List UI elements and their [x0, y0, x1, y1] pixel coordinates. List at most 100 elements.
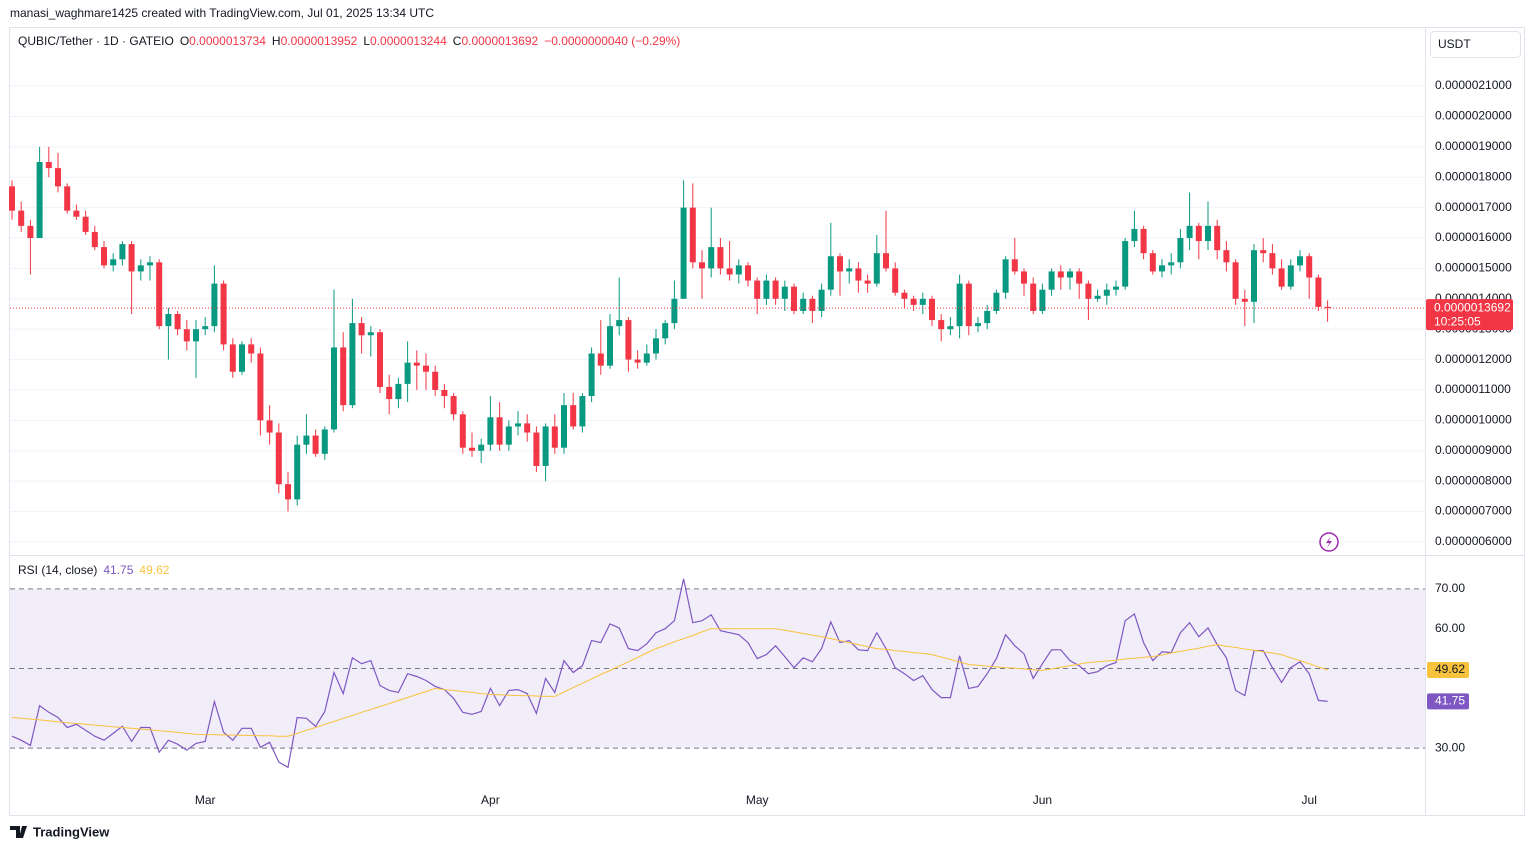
candle-body [239, 344, 245, 372]
frame [9, 27, 1525, 816]
y-tick-label: 0.0000015000 [1435, 261, 1512, 275]
candle-body [984, 310, 991, 324]
candle-body [956, 283, 963, 327]
candle-body [1177, 238, 1184, 263]
candle-body [423, 365, 429, 372]
candle-body [1140, 228, 1147, 254]
x-tick-label: Jul [1302, 793, 1317, 807]
candle-body [248, 344, 255, 354]
candle-body [551, 426, 558, 448]
high-label: H [272, 34, 281, 48]
candle-body [717, 247, 724, 269]
plot-layer: 0.0000006000 0.0000007000 0.0000008000 0.00… [9, 78, 1513, 807]
candle-body [1057, 271, 1064, 278]
symbol: QUBIC/Tether · 1D · GATEIO [18, 34, 174, 48]
candle-body [800, 298, 807, 311]
x-tick-label: Jun [1033, 793, 1052, 807]
candle-body [542, 426, 549, 466]
candle-body [1297, 256, 1303, 266]
candle-body [1324, 306, 1331, 309]
open-label: O [180, 34, 189, 48]
candle-body [524, 423, 531, 433]
value-tag [1427, 662, 1469, 679]
candle-body [1241, 298, 1248, 302]
candle-body [73, 210, 80, 217]
candle-body [1103, 289, 1110, 296]
candle-body [1149, 253, 1156, 272]
candle-body [781, 286, 788, 299]
candle-body [745, 265, 751, 281]
y-tick-label: 0.0000006000 [1435, 534, 1512, 548]
candle-body [1039, 289, 1046, 311]
y-tick-label: 0.0000012000 [1435, 352, 1512, 366]
candle-body [662, 323, 669, 339]
candle-body [809, 298, 816, 311]
rsi-title: RSI (14, close) [18, 563, 97, 577]
candle-body [561, 405, 567, 448]
candle-body [377, 332, 383, 387]
candle-body [938, 320, 945, 330]
candle-body [1076, 271, 1083, 284]
candle-body [680, 207, 687, 299]
candle-body [1223, 250, 1230, 263]
rsi-line [11, 628, 1328, 737]
candle-body [1085, 283, 1092, 299]
attribution: manasi_waghmare1425 created with Trading… [10, 6, 434, 20]
x-tick-label: Apr [481, 793, 500, 807]
y-tick-label: 30.00 [1435, 740, 1465, 754]
last-price-box [1426, 299, 1513, 331]
candle-body [515, 423, 521, 427]
y-tick-label: 60.00 [1435, 621, 1465, 635]
candle-body [110, 259, 117, 266]
rsi-band [10, 588, 1425, 749]
candle-body [413, 362, 420, 366]
candle-body [156, 262, 163, 327]
value-tag-label: 49.62 [1435, 662, 1465, 676]
y-tick-label: 0.0000011000 [1435, 382, 1511, 396]
candle-body [965, 283, 972, 327]
candle-body [349, 323, 356, 406]
countdown: 10:25:05 [1434, 314, 1481, 328]
candle-body [1122, 241, 1129, 287]
y-tick-label: 0.0000008000 [1435, 473, 1512, 487]
candle-body [211, 283, 218, 327]
candle-body [846, 268, 853, 272]
candle-body [643, 353, 650, 363]
candle-body [1094, 295, 1101, 299]
candle-body [202, 326, 209, 330]
candle-body [9, 186, 15, 211]
candle-body [275, 432, 282, 485]
low-value: 0.0000013244 [370, 34, 447, 48]
candle-body [459, 414, 466, 448]
candle-body [1186, 225, 1193, 239]
currency-label[interactable]: USDT [1438, 37, 1471, 51]
candle-body [763, 280, 770, 299]
candle-body [1214, 225, 1221, 251]
candle-body [312, 435, 319, 454]
candle-body [55, 168, 61, 187]
candle-body [147, 262, 153, 266]
candle-body [1195, 225, 1202, 242]
currency-button[interactable] [1430, 31, 1521, 58]
candle-body [735, 265, 742, 275]
candle-body [1067, 271, 1073, 278]
high-value: 0.0000013952 [281, 34, 358, 48]
candle-body [64, 186, 71, 211]
candle-body [855, 268, 862, 281]
candle-body [487, 417, 494, 445]
value-tag-label: 41.75 [1435, 694, 1465, 708]
candle-body [671, 298, 678, 324]
y-tick-label: 0.0000009000 [1435, 443, 1512, 457]
candle-body [947, 326, 954, 330]
candle-body [754, 280, 761, 299]
candle-body [1287, 265, 1294, 287]
candle-body [321, 429, 328, 454]
candle-body [892, 268, 899, 293]
candle-body [82, 216, 89, 232]
candle-body [331, 347, 337, 430]
candle-body [607, 326, 613, 366]
lightning-icon[interactable] [1319, 532, 1339, 552]
brand-name: TradingView [33, 824, 110, 839]
